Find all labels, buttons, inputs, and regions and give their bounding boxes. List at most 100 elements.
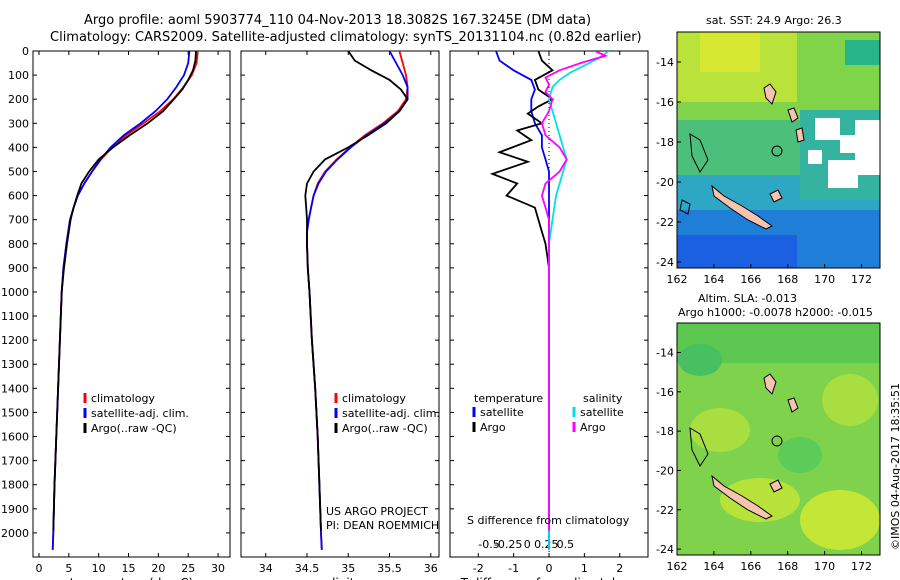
s-tick-label: -0.5 [478, 538, 499, 551]
s-tick-label: 0.25 [534, 538, 559, 551]
s-tick-label: -0.25 [494, 538, 522, 551]
x-axis-label: temperature (deg C) [70, 576, 193, 580]
map-x-tick-label: 170 [814, 273, 835, 286]
x-tick-label: 36 [424, 562, 438, 575]
y-tick-label: 1100 [1, 310, 29, 323]
map-axes-1: 162 164 166 168 170 172 -14 -16 -18 -20 -22 -24 [656, 56, 872, 286]
y-tick-label: 700 [8, 214, 29, 227]
map-x-tick-label: 166 [740, 273, 761, 286]
y-tick-label: 900 [8, 262, 29, 275]
legend-label: satellite-adj. clim. [91, 407, 189, 420]
figure-title-line2: Climatology: CARS2009. Satellite-adjuste… [50, 30, 642, 45]
map-axes-2: 162 164 166 168 170 172 -14 -16 -18 -20 -22 -24 [656, 346, 872, 573]
map-x-tick-label: 162 [667, 560, 688, 573]
map-x-tick-label: 172 [851, 273, 872, 286]
y-tick-label: 0 [22, 45, 29, 58]
y-tick-label: 400 [8, 141, 29, 154]
x-tick-label: 20 [151, 562, 165, 575]
y-tick-label: 1200 [1, 334, 29, 347]
map-y-tick-label: -22 [656, 504, 674, 517]
y-tick-label: 500 [8, 165, 29, 178]
series-group [489, 51, 610, 550]
sla-map [677, 323, 880, 555]
map-y-tick-label: -22 [656, 216, 674, 229]
x-tick-label: 15 [122, 562, 136, 575]
y-tick-label: 1900 [1, 503, 29, 516]
map-x-tick-label: 170 [814, 560, 835, 573]
y-tick-label: 800 [8, 238, 29, 251]
map-x-tick-label: 164 [703, 273, 724, 286]
x-tick-label: 5 [65, 562, 72, 575]
y-tick-label: 300 [8, 117, 29, 130]
map-y-tick-label: -20 [656, 176, 674, 189]
map-y-tick-label: -18 [656, 425, 674, 438]
sst-map [677, 32, 880, 268]
y-tick-label: 1600 [1, 431, 29, 444]
x-tick-label: 35.5 [377, 562, 402, 575]
s-diff-axis-label: S difference from climatology [467, 514, 630, 527]
legend-label: satellite-adj. clim. [342, 407, 440, 420]
x-tick-label: 0 [546, 562, 553, 575]
map-x-tick-label: 168 [777, 560, 798, 573]
map-y-tick-label: -18 [656, 136, 674, 149]
legend-label: Argo [580, 421, 606, 434]
profile-panel-3: -2 -1 0 1 2T difference from climatology -0.5… [449, 50, 649, 580]
legend-label: satellite [480, 406, 524, 419]
legend-label: Argo(..raw -QC) [342, 422, 428, 435]
y-tick-label: 2000 [1, 527, 29, 540]
map-y-tick-label: -16 [656, 386, 674, 399]
legend-label: Argo(..raw -QC) [91, 422, 177, 435]
x-tick-label: 0 [35, 562, 42, 575]
x-tick-label: 35 [341, 562, 355, 575]
x-axis-label: T difference from climatology [460, 576, 638, 580]
sst-map-title: sat. SST: 24.9 Argo: 26.3 [706, 14, 842, 27]
plot-frame [240, 50, 440, 558]
series-line-argo-raw-qc- [52, 51, 197, 531]
map-y-tick-label: -14 [656, 56, 674, 69]
y-tick-label: 1700 [1, 455, 29, 468]
x-tick-label: 25 [181, 562, 195, 575]
series-line-temperature-argo [489, 51, 555, 531]
map-y-tick-label: -20 [656, 464, 674, 477]
y-tick-label: 1300 [1, 358, 29, 371]
s-tick-label: 0.5 [557, 538, 575, 551]
x-tick-label: 2 [616, 562, 623, 575]
series-group [51, 51, 199, 550]
map-x-tick-label: 162 [667, 273, 688, 286]
y-tick-label: 1400 [1, 382, 29, 395]
series-line-salinity-argo [540, 51, 609, 531]
s-tick-label: 0 [524, 538, 531, 551]
y-tick-label: 200 [8, 93, 29, 106]
legend-label: climatology [342, 392, 406, 405]
map-x-tick-label: 166 [740, 560, 761, 573]
imos-stamp: ©IMOS 04-Aug-2017 18:35:51 [889, 383, 900, 550]
sla-map-title-2: Argo h1000: -0.0078 h2000: -0.015 [678, 306, 873, 319]
map-y-tick-label: -16 [656, 96, 674, 109]
legend-label: satellite [580, 406, 624, 419]
credit-project: US ARGO PROJECT [326, 505, 428, 518]
x-axis-label: salinity [318, 576, 361, 580]
plot-frame [32, 50, 231, 558]
credit-pi: PI: DEAN ROEMMICH [326, 519, 440, 532]
x-tick-label: -1 [508, 562, 519, 575]
x-tick-label: 30 [211, 562, 225, 575]
x-tick-label: 34 [259, 562, 273, 575]
map-x-tick-label: 172 [851, 560, 872, 573]
x-tick-label: -2 [473, 562, 484, 575]
map-x-tick-label: 164 [703, 560, 724, 573]
map-y-tick-label: -14 [656, 346, 674, 359]
profile-panel-2: 34 34.5 35 35.5 36 salinity [240, 50, 440, 580]
legend-header-salinity: salinity [583, 392, 623, 405]
profile-panel-1: 0100200300400500600700800900100011001200… [1, 45, 231, 580]
legend-header-temperature: temperature [474, 392, 544, 405]
legend-label: Argo [480, 421, 506, 434]
y-tick-label: 1500 [1, 406, 29, 419]
series-group [304, 51, 409, 550]
map-y-tick-label: -24 [656, 256, 674, 269]
map-x-tick-label: 168 [777, 273, 798, 286]
y-tick-label: 600 [8, 190, 29, 203]
sla-map-title-1: Altim. SLA: -0.013 [698, 292, 798, 305]
y-tick-label: 1800 [1, 479, 29, 492]
x-tick-label: 10 [92, 562, 106, 575]
